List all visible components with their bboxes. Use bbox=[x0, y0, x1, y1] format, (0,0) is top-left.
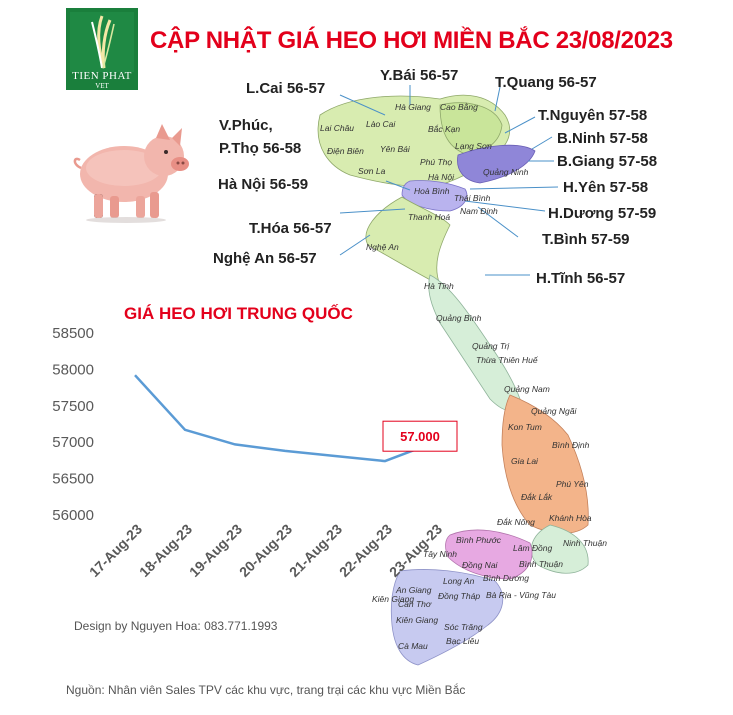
map-label-lang-son: Lạng Sơn bbox=[455, 141, 492, 151]
map-label-quang-binh: Quảng Bình bbox=[436, 313, 482, 323]
design-credit: Design by Nguyen Hoa: 083.771.1993 bbox=[74, 619, 278, 633]
map-label-ha-noi: Hà Nội bbox=[428, 172, 454, 182]
price-thai-binh: T.Bình 57-59 bbox=[542, 231, 630, 248]
x-tick-label: 19-Aug-23 bbox=[186, 521, 245, 580]
map-label-binh-dinh: Bình Định bbox=[552, 440, 590, 450]
map-label-lao-cai: Lào Cai bbox=[366, 119, 396, 129]
map-label-dak-lak: Đắk Lắk bbox=[521, 492, 553, 502]
source-note: Nguồn: Nhân viên Sales TPV các khu vực, … bbox=[66, 683, 466, 697]
y-tick-label: 57000 bbox=[52, 434, 94, 451]
map-label-ca-mau: Cà Mau bbox=[398, 641, 428, 651]
x-tick-label: 18-Aug-23 bbox=[136, 521, 195, 580]
map-label-hoa-binh: Hoà Bình bbox=[414, 186, 450, 196]
map-label-yen-bai: Yên Bái bbox=[380, 144, 410, 154]
map-label-ninh-thuan: Ninh Thuận bbox=[563, 538, 607, 548]
price-vinh-phuc: V.Phúc, bbox=[219, 117, 273, 134]
price-hung-yen: H.Yên 57-58 bbox=[563, 179, 649, 196]
map-label-dien-bien: Điện Biên bbox=[327, 146, 364, 156]
logo-name: TIEN PHAT bbox=[72, 70, 132, 82]
map-label-bac-lieu: Bạc Liêu bbox=[446, 636, 480, 646]
x-tick-label: 22-Aug-23 bbox=[336, 521, 395, 580]
price-thanh-hoa: T.Hóa 56-57 bbox=[249, 220, 332, 237]
map-label-nghe-an: Nghệ An bbox=[366, 242, 399, 252]
map-label-phu-yen: Phú Yên bbox=[556, 479, 589, 489]
price-tuyen-quang: T.Quang 56-57 bbox=[495, 74, 597, 91]
map-label-quang-tri: Quảng Trị bbox=[472, 341, 510, 351]
map-label-ha-tinh: Hà Tĩnh bbox=[424, 281, 454, 291]
price-bac-ninh: B.Ninh 57-58 bbox=[557, 130, 648, 147]
map-label-kien-giang-2: Kiên Giang bbox=[396, 615, 439, 625]
map-label-gia-lai: Gia Lai bbox=[511, 456, 538, 466]
map-label-can-tho: Cần Thơ bbox=[398, 599, 432, 609]
map-label-quang-ninh: Quảng Ninh bbox=[483, 167, 529, 177]
map-label-tay-ninh: Tây Ninh bbox=[423, 549, 458, 559]
map-label-lam-dong: Lâm Đồng bbox=[513, 543, 553, 553]
x-tick-label: 21-Aug-23 bbox=[286, 521, 345, 580]
data-label: 57.000 bbox=[400, 429, 440, 444]
map-label-kien-giang-1: Kiên Giang bbox=[372, 594, 415, 604]
map-label-kon-tum: Kon Tum bbox=[508, 422, 542, 432]
map-label-cao-bang: Cao Bằng bbox=[440, 102, 478, 112]
map-label-binh-thuan: Bình Thuận bbox=[519, 559, 563, 569]
y-tick-label: 56000 bbox=[52, 507, 94, 524]
price-ha-tinh: H.Tĩnh 56-57 bbox=[536, 270, 626, 287]
china-pig-price-chart: 56000 56500 57000 57500 58000 58500 17-Aug-23… bbox=[52, 325, 458, 580]
y-tick-label: 57500 bbox=[52, 398, 94, 415]
pig-icon bbox=[73, 124, 189, 223]
y-tick-label: 56500 bbox=[52, 471, 94, 488]
map-label-thanh-hoa: Thanh Hoá bbox=[408, 212, 451, 222]
price-yen-bai: Y.Bái 56-57 bbox=[380, 67, 459, 84]
map-label-dak-nong: Đắk Nông bbox=[497, 517, 535, 527]
tien-phat-logo bbox=[66, 8, 138, 90]
map-label-an-giang: An Giang bbox=[396, 585, 432, 595]
y-tick-label: 58000 bbox=[52, 361, 94, 378]
map-label-dong-thap: Đồng Tháp bbox=[438, 591, 481, 601]
map-label-nam-dinh: Nam Định bbox=[460, 206, 498, 216]
chart-title: GIÁ HEO HƠI TRUNG QUỐC bbox=[124, 304, 353, 323]
map-label-long-an: Long An bbox=[443, 576, 475, 586]
map-label-son-la: Sơn La bbox=[358, 166, 386, 176]
logo-sub: VET bbox=[95, 82, 109, 90]
map-label-khanh-hoa: Khánh Hòa bbox=[549, 513, 592, 523]
map-label-ba-ria-vung-tau: Bà Rịa - Vũng Tàu bbox=[486, 590, 556, 600]
price-ha-noi: Hà Nội 56-59 bbox=[218, 176, 309, 193]
price-nghe-an: Nghệ An 56-57 bbox=[213, 250, 317, 267]
page-title: CẬP NHẬT GIÁ HEO HƠI MIỀN BẮC 23/08/2023 bbox=[150, 27, 673, 54]
map-label-thua-thien-hue: Thừa Thiên Huế bbox=[476, 355, 538, 365]
map-label-binh-duong: Bình Dương bbox=[483, 573, 529, 583]
vietnam-map bbox=[317, 85, 589, 666]
map-label-bac-kan: Bắc Kạn bbox=[428, 124, 461, 134]
map-label-quang-nam: Quảng Nam bbox=[504, 384, 550, 394]
x-tick-label: 23-Aug-23 bbox=[386, 521, 445, 580]
price-bac-giang: B.Giang 57-58 bbox=[557, 153, 658, 170]
china-price-series-line bbox=[134, 374, 436, 463]
x-tick-label: 20-Aug-23 bbox=[236, 521, 295, 580]
map-label-quang-ngai: Quảng Ngãi bbox=[531, 406, 577, 416]
y-tick-label: 58500 bbox=[52, 325, 94, 342]
map-label-ha-giang: Hà Giang bbox=[395, 102, 431, 112]
price-lao-cai: L.Cai 56-57 bbox=[246, 80, 326, 97]
price-thai-nguyen: T.Nguyên 57-58 bbox=[538, 107, 648, 124]
map-label-thai-binh: Thái Bình bbox=[454, 193, 491, 203]
map-label-dong-nai: Đồng Nai bbox=[462, 560, 498, 570]
price-phu-tho: P.Thọ 56-58 bbox=[219, 140, 302, 157]
map-label-phu-tho: Phú Thọ bbox=[420, 157, 453, 167]
map-label-soc-trang: Sóc Trăng bbox=[444, 622, 483, 632]
map-label-lai-chau: Lai Châu bbox=[320, 123, 355, 133]
map-label-binh-phuoc: Bình Phước bbox=[456, 535, 502, 545]
price-hai-duong: H.Dương 57-59 bbox=[548, 205, 657, 222]
data-label-box bbox=[382, 420, 458, 452]
x-tick-label: 17-Aug-23 bbox=[86, 521, 145, 580]
